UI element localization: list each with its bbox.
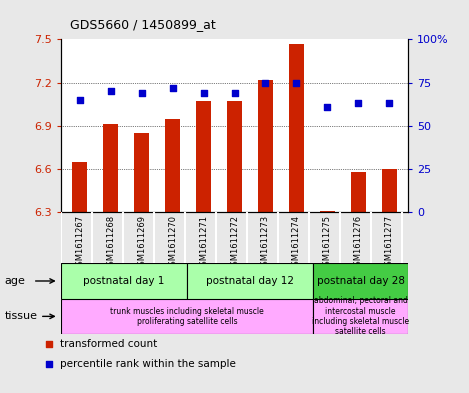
Point: [320, 261, 327, 268]
Text: GSM1611275: GSM1611275: [323, 215, 332, 271]
Text: GSM1611270: GSM1611270: [168, 215, 177, 271]
Bar: [61, 263, 187, 299]
Text: trunk muscles including skeletal muscle
proliferating satellite cells: trunk muscles including skeletal muscle …: [110, 307, 264, 326]
Point: [320, 83, 327, 89]
Bar: [313, 263, 408, 299]
Text: percentile rank within the sample: percentile rank within the sample: [60, 358, 235, 369]
Point: [262, 79, 269, 86]
Point: [76, 97, 83, 103]
Bar: [103, 124, 118, 212]
Text: postnatal day 28: postnatal day 28: [317, 276, 405, 286]
Bar: [227, 101, 242, 212]
Text: GSM1611271: GSM1611271: [199, 215, 208, 271]
Text: GSM1611269: GSM1611269: [137, 215, 146, 271]
Text: transformed count: transformed count: [60, 339, 157, 349]
Text: GSM1611274: GSM1611274: [292, 215, 301, 271]
Text: GSM1611272: GSM1611272: [230, 215, 239, 271]
Bar: [320, 211, 335, 212]
Text: GSM1611268: GSM1611268: [106, 215, 115, 271]
Bar: [196, 101, 211, 212]
Bar: [351, 172, 366, 212]
Text: GSM1611273: GSM1611273: [261, 215, 270, 271]
Point: [169, 84, 176, 91]
Bar: [382, 169, 397, 212]
Bar: [134, 133, 149, 212]
Text: postnatal day 12: postnatal day 12: [206, 276, 294, 286]
Point: [138, 90, 145, 96]
Bar: [61, 299, 313, 334]
Text: age: age: [5, 276, 26, 286]
Bar: [187, 263, 313, 299]
Point: [386, 100, 393, 107]
Point: [355, 100, 362, 107]
Bar: [258, 80, 273, 212]
Bar: [289, 44, 304, 212]
Text: tissue: tissue: [5, 311, 38, 321]
Text: abdominal, pectoral and
intercostal muscle
including skeletal muscle
satellite c: abdominal, pectoral and intercostal musc…: [312, 296, 409, 336]
Point: [107, 88, 114, 94]
Point: [231, 90, 238, 96]
Bar: [72, 162, 87, 212]
Text: postnatal day 1: postnatal day 1: [83, 276, 165, 286]
Text: GDS5660 / 1450899_at: GDS5660 / 1450899_at: [70, 18, 216, 31]
Text: GSM1611267: GSM1611267: [75, 215, 84, 271]
Point: [324, 104, 331, 110]
Text: GSM1611276: GSM1611276: [354, 215, 363, 271]
Text: GSM1611277: GSM1611277: [385, 215, 394, 271]
Bar: [313, 299, 408, 334]
Bar: [165, 119, 180, 212]
Point: [293, 79, 300, 86]
Point: [200, 90, 207, 96]
